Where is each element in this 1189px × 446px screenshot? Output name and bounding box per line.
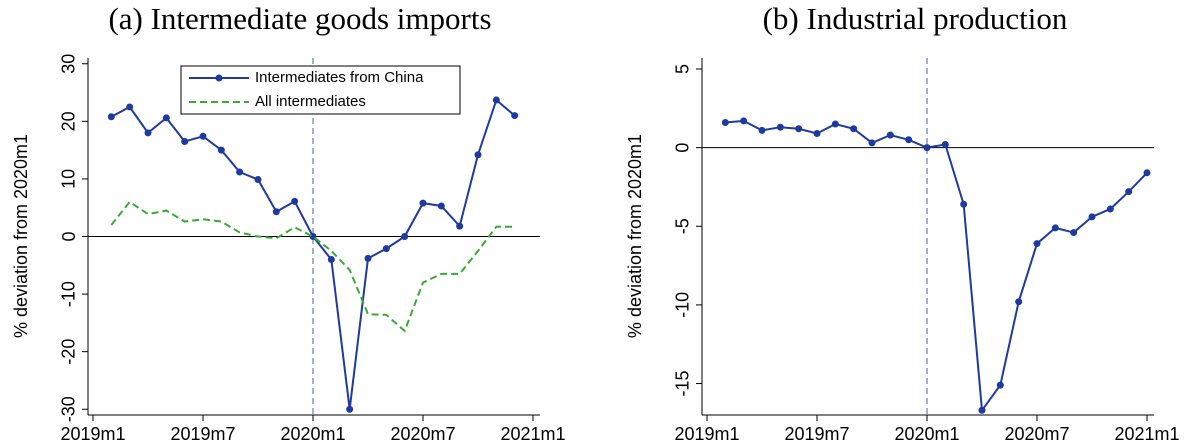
x-tick-label: 2020m7 [390, 424, 455, 444]
legend-label: Intermediates from China [255, 69, 424, 86]
data-point [144, 129, 152, 137]
x-tick-label: 2019m7 [170, 424, 235, 444]
data-point [868, 139, 876, 147]
y-tick-label: 10 [59, 169, 79, 189]
data-point [492, 96, 500, 104]
data-point [776, 123, 784, 131]
data-point [364, 254, 372, 262]
data-point [1070, 229, 1078, 237]
data-point [107, 113, 115, 121]
data-point [291, 197, 299, 205]
data-point [721, 118, 729, 126]
data-point [474, 151, 482, 159]
legend-label: All intermediates [255, 93, 366, 110]
y-tick-label: -30 [59, 396, 79, 422]
y-tick-label: 0 [673, 143, 693, 153]
chart-title: (a) Intermediate goods imports [108, 1, 491, 36]
legend-box [180, 65, 461, 115]
data-point [795, 125, 803, 133]
y-tick-label: -10 [59, 281, 79, 307]
data-point [437, 202, 445, 210]
data-point [401, 233, 409, 240]
data-point [813, 129, 821, 137]
data-point [1143, 169, 1151, 177]
data-point [1033, 240, 1041, 248]
data-point [850, 125, 858, 133]
y-tick-label: -20 [59, 339, 79, 365]
data-point [1125, 188, 1133, 196]
y-tick-label: -10 [673, 292, 693, 318]
data-point [1015, 298, 1023, 306]
data-point [996, 381, 1004, 389]
y-tick-label: 0 [59, 231, 79, 241]
legend-marker [215, 74, 223, 82]
y-tick-label: -15 [673, 371, 693, 397]
data-point [831, 120, 839, 128]
data-point [162, 114, 170, 122]
y-tick-label: 20 [59, 111, 79, 131]
data-point [758, 126, 766, 134]
y-tick-label: 5 [673, 64, 693, 74]
y-tick-label: 30 [59, 54, 79, 74]
x-tick-label: 2020m1 [280, 424, 345, 444]
data-point [886, 131, 894, 139]
x-tick-label: 2020m7 [1004, 424, 1069, 444]
chart-title: (b) Industrial production [763, 1, 1068, 36]
x-tick-label: 2019m7 [784, 424, 849, 444]
data-point [217, 146, 225, 154]
y-axis-title: % deviation from 2020m1 [11, 134, 31, 338]
data-point [181, 137, 189, 145]
data-point [740, 117, 748, 125]
x-tick-label: 2021m1 [500, 424, 565, 444]
data-point [1051, 224, 1059, 232]
series-line [725, 119, 1148, 414]
data-point [236, 168, 244, 176]
data-point [272, 208, 280, 216]
x-tick-label: 2020m1 [894, 424, 959, 444]
data-point [960, 200, 968, 208]
data-point [382, 245, 390, 253]
data-point [346, 405, 354, 413]
x-tick-label: 2019m1 [674, 424, 739, 444]
data-point [419, 199, 427, 207]
data-point [456, 222, 464, 230]
x-tick-label: 2021m1 [1114, 424, 1179, 444]
data-point [905, 136, 913, 144]
data-point [978, 406, 986, 414]
data-point [1088, 213, 1096, 221]
data-point [511, 112, 519, 120]
data-point [923, 144, 931, 152]
data-point [199, 132, 207, 140]
data-point [1106, 205, 1114, 213]
data-point [254, 175, 262, 183]
x-tick-label: 2019m1 [60, 424, 125, 444]
data-point [327, 256, 335, 264]
data-point [126, 103, 134, 111]
y-axis-title: % deviation from 2020m1 [625, 134, 645, 338]
y-tick-label: -5 [673, 218, 693, 234]
data-point [941, 140, 949, 148]
